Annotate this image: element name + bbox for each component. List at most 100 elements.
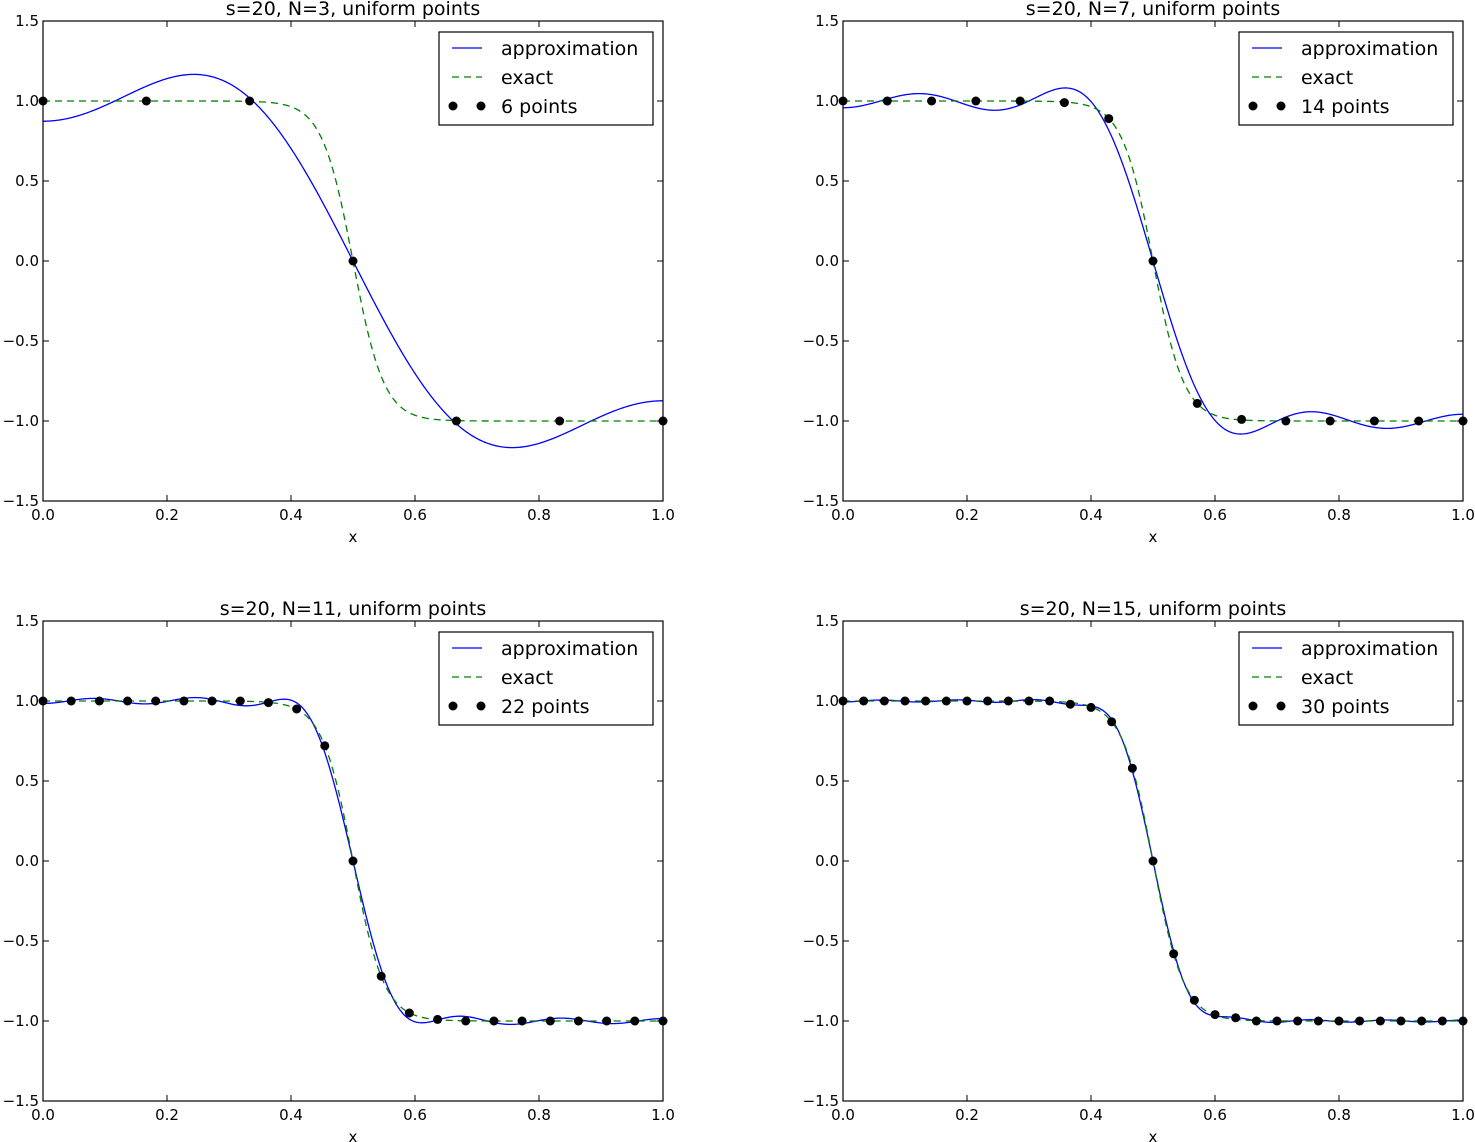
y-tick-label: 1.5: [15, 12, 39, 30]
y-tick-label: −1.0: [803, 1012, 839, 1030]
data-point: [882, 96, 892, 106]
x-axis-label: x: [349, 1128, 358, 1142]
legend-swatch-points: [1276, 101, 1286, 111]
subplot-4: s=20, N=15, uniform points 0.0 0.2 0.4 0.6 0.…: [803, 598, 1475, 1142]
legend-label: approximation: [1301, 638, 1438, 660]
x-axis-label: x: [1149, 1128, 1158, 1142]
y-tick-label: −1.5: [803, 492, 839, 510]
data-point: [941, 696, 951, 706]
data-point: [1127, 763, 1137, 773]
x-tick-label: 0.6: [403, 1106, 427, 1124]
x-tick-label: 0.0: [831, 506, 855, 524]
subplot-1: s=20, N=3, uniform points 0.0 0.2 0.4 0.6 0.8…: [3, 0, 675, 546]
y-tick-label: 0.0: [15, 852, 39, 870]
legend-swatch-points: [476, 101, 486, 111]
data-point: [859, 696, 869, 706]
data-point: [1148, 856, 1158, 866]
data-point: [376, 971, 386, 981]
data-point: [1281, 416, 1291, 426]
data-point: [1024, 696, 1034, 706]
data-point: [1313, 1016, 1323, 1026]
data-point: [1414, 416, 1424, 426]
y-tick-label: 1.0: [15, 92, 39, 110]
y-tick-label: 0.0: [815, 252, 839, 270]
data-point: [879, 696, 889, 706]
data-point: [451, 416, 461, 426]
legend: approximation exact 22 points: [438, 631, 654, 726]
y-tick-label: 0.5: [815, 172, 839, 190]
y-tick-label: 0.5: [15, 772, 39, 790]
data-point: [207, 696, 217, 706]
data-point: [94, 696, 104, 706]
legend-label: exact: [1301, 67, 1353, 89]
data-point: [630, 1016, 640, 1026]
data-point: [1107, 717, 1117, 727]
data-point: [555, 416, 565, 426]
data-point: [1189, 995, 1199, 1005]
data-point: [1237, 414, 1247, 424]
x-tick-label: 0.0: [831, 1106, 855, 1124]
x-tick-label: 0.2: [155, 506, 179, 524]
x-tick-label: 0.4: [279, 506, 303, 524]
y-tick-label: 0.5: [15, 172, 39, 190]
x-tick-label: 0.0: [31, 506, 55, 524]
legend-swatch-points: [1276, 701, 1286, 711]
y-tick-label: 1.0: [815, 92, 839, 110]
data-point: [1334, 1016, 1344, 1026]
axes-frame: [42, 20, 664, 502]
x-tick-label: 0.2: [955, 506, 979, 524]
y-tick-label: 1.5: [815, 612, 839, 630]
x-tick-label: 0.8: [527, 1106, 551, 1124]
data-point: [433, 1014, 443, 1024]
data-point: [927, 96, 937, 106]
y-tick-label: −1.5: [3, 1092, 39, 1110]
legend-label: exact: [501, 67, 553, 89]
data-point: [1325, 416, 1335, 426]
data-point: [971, 96, 981, 106]
data-point: [962, 696, 972, 706]
data-point: [1231, 1013, 1241, 1023]
data-point: [900, 696, 910, 706]
data-point: [348, 256, 358, 266]
data-point: [1355, 1016, 1365, 1026]
data-point: [983, 696, 993, 706]
y-tick-label: 0.0: [15, 252, 39, 270]
data-point: [1369, 416, 1379, 426]
legend-box: [438, 31, 654, 126]
data-point: [235, 696, 245, 706]
data-point: [545, 1016, 555, 1026]
subplot-3: s=20, N=11, uniform points 0.0 0.2 0.4 0.6 0.…: [3, 598, 675, 1142]
data-point: [66, 696, 76, 706]
data-point: [263, 698, 273, 708]
data-point: [921, 696, 931, 706]
data-point: [1148, 256, 1158, 266]
legend-swatch-points: [476, 701, 486, 711]
data-point: [517, 1016, 527, 1026]
x-tick-label: 0.4: [1079, 506, 1103, 524]
y-tick-label: −1.0: [803, 412, 839, 430]
y-tick-label: −0.5: [3, 332, 39, 350]
axes-frame: [42, 620, 664, 1102]
data-point: [1375, 1016, 1385, 1026]
data-point: [1272, 1016, 1282, 1026]
legend-label: approximation: [501, 38, 638, 60]
x-tick-label: 0.6: [1203, 1106, 1227, 1124]
y-tick-label: −1.0: [3, 412, 39, 430]
y-tick-label: −1.5: [803, 1092, 839, 1110]
y-tick-label: 0.0: [815, 852, 839, 870]
data-point: [461, 1016, 471, 1026]
subplot-2: s=20, N=7, uniform points 0.0 0.2 0.4 0.6 0.8…: [803, 0, 1475, 546]
y-tick-label: −0.5: [3, 932, 39, 950]
data-point: [404, 1008, 414, 1018]
plot-title: s=20, N=11, uniform points: [220, 598, 487, 620]
y-tick-label: 1.0: [815, 692, 839, 710]
legend: approximation exact 30 points: [1238, 631, 1454, 726]
data-point: [1210, 1010, 1220, 1020]
x-tick-label: 1.0: [651, 506, 675, 524]
data-point: [1192, 398, 1202, 408]
plot-title: s=20, N=15, uniform points: [1020, 598, 1287, 620]
y-tick-label: 1.5: [815, 12, 839, 30]
y-tick-label: 1.5: [15, 612, 39, 630]
data-point: [1104, 114, 1114, 124]
x-tick-label: 1.0: [651, 1106, 675, 1124]
